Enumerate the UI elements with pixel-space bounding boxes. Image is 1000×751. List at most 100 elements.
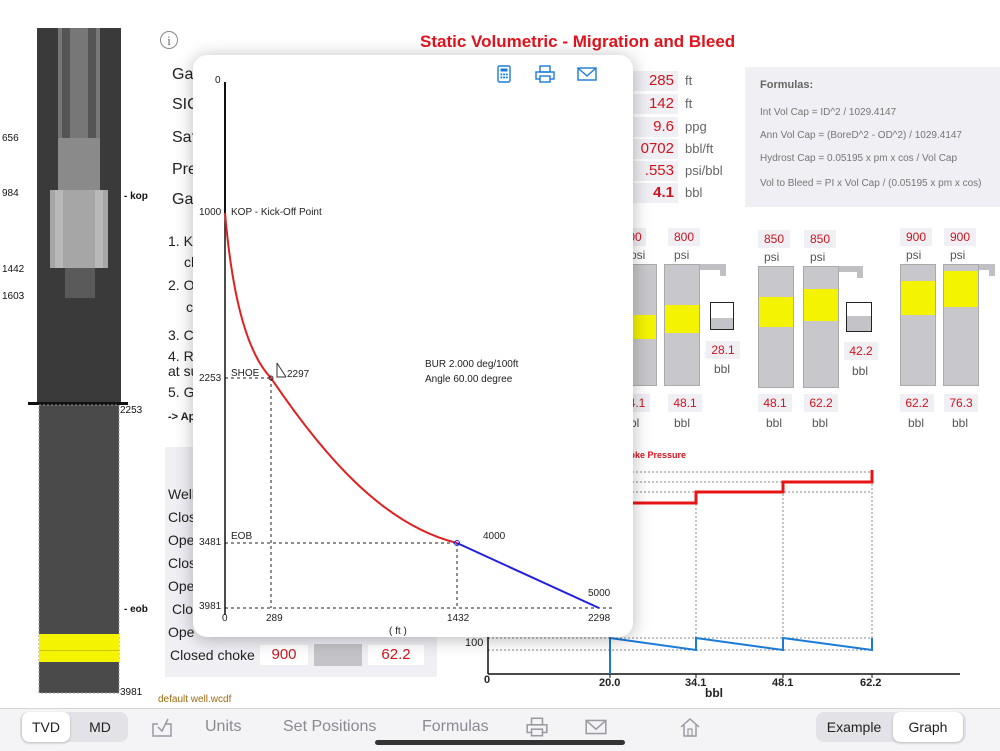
bleed-pipe (839, 266, 863, 278)
unit-label: bbl (685, 185, 703, 200)
step-text: 1. Ke (168, 233, 201, 249)
bleed-value: 28.1 (706, 341, 740, 359)
table-label: Ope (168, 624, 195, 640)
md-button[interactable]: MD (89, 719, 111, 735)
wellbore-diagram: 656 984 1442 1603 2253 3981 - kop - eob (0, 0, 160, 710)
psi-unit: psi (674, 248, 690, 262)
value-field[interactable]: 9.6 (620, 117, 678, 137)
bbl-unit: bbl (766, 416, 783, 430)
gauge-tube (943, 264, 979, 386)
formula-line: Int Vol Cap = ID^2 / 1029.4147 (760, 107, 897, 118)
bottom-value: 76.3 (944, 394, 978, 412)
tvd-button[interactable]: TVD (22, 712, 70, 742)
print-icon[interactable] (534, 65, 556, 83)
psi-value: 850 (804, 230, 836, 248)
chart-x-label: 0 (484, 674, 491, 686)
form-label: Ga (172, 66, 194, 83)
bottom-value: 62.2 (804, 394, 838, 412)
bbl-unit: bbl (852, 364, 869, 378)
psi-unit: psi (630, 248, 646, 262)
eob-md-label: 4000 (483, 531, 506, 542)
depth-label: 3981 (120, 687, 143, 698)
td-md-label: 5000 (588, 588, 611, 599)
y-tick-label: 2253 (199, 373, 222, 384)
export-icon[interactable] (150, 716, 174, 738)
angle-annotation: Angle 60.00 degree (425, 374, 513, 385)
closed-choke-psi[interactable]: 900 (260, 645, 308, 665)
x-tick-label: 1432 (447, 613, 470, 624)
trajectory-popup: 0 1000 2253 3481 3981 0 289 1432 2298 ( … (193, 55, 633, 637)
step-text: c (186, 299, 193, 315)
formulas-panel: Formulas: Int Vol Cap = ID^2 / 1029.4147… (745, 67, 1000, 207)
formula-line: Ann Vol Cap = (BoreD^2 - OD^2) / 1029.41… (760, 130, 962, 141)
closed-choke-bbl[interactable]: 62.2 (368, 645, 424, 665)
example-button[interactable]: Example (826, 719, 882, 735)
step-text: 3. Cl (168, 327, 197, 343)
psi-unit: psi (764, 250, 780, 264)
form-label: Pre (172, 161, 197, 178)
tangent-section (456, 542, 600, 609)
psi-unit: psi (810, 250, 826, 264)
value-field[interactable]: 4.1 (620, 183, 678, 203)
wellbore-svg (28, 28, 128, 694)
mail-icon[interactable] (576, 65, 598, 83)
bbl-unit: bbl (714, 362, 731, 376)
table-label: Clos (168, 509, 197, 525)
casing-shoe (28, 402, 128, 405)
gauge-tube (803, 266, 839, 388)
pressure-sawtooth-line (609, 636, 873, 674)
bbl-unit: bbl (952, 416, 969, 430)
bleed-tank (710, 302, 734, 330)
bottom-value: 48.1 (668, 394, 702, 412)
y-tick-label: 3481 (199, 537, 222, 548)
value-field[interactable]: 285 (620, 71, 678, 91)
graph-button[interactable]: Graph (893, 712, 963, 742)
form-label: Saf (172, 129, 197, 146)
pressure-chart-title: hoke Pressure (624, 450, 687, 460)
bbl-unit: bbl (812, 416, 829, 430)
psi-unit: psi (950, 248, 966, 262)
psi-unit: psi (906, 248, 922, 262)
calculator-icon[interactable] (493, 65, 515, 83)
psi-value: 900 (944, 228, 976, 246)
value-field[interactable]: 0702 (620, 139, 678, 159)
chart-x-label: 48.1 (772, 677, 794, 689)
mail-icon[interactable] (584, 717, 608, 737)
bbl-unit: bbl (908, 416, 925, 430)
set-positions-button[interactable]: Set Positions (283, 718, 377, 735)
formulas-button[interactable]: Formulas (422, 718, 489, 735)
bleed-tank (846, 302, 872, 332)
y-tick-label: 1000 (199, 207, 222, 218)
chart-x-unit: bbl (705, 686, 723, 700)
unit-label: ft (685, 73, 693, 88)
units-button[interactable]: Units (205, 718, 242, 735)
unit-label: bbl/ft (685, 141, 714, 156)
depth-label: 1442 (2, 264, 25, 275)
home-icon[interactable] (678, 716, 702, 738)
value-field[interactable]: .553 (620, 161, 678, 181)
form-label: Ga (172, 191, 194, 208)
unit-label: psi/bbl (685, 163, 723, 178)
psi-value: 800 (668, 228, 700, 246)
depth-label: 2253 (120, 405, 143, 416)
table-label: Ope (168, 578, 195, 594)
table-label: Well (168, 486, 195, 502)
formula-line: Hydrost Cap = 0.05195 x pm x cos / Vol C… (760, 153, 958, 164)
y-tick-label: 3981 (199, 601, 222, 612)
chart-y-label: 100 (465, 637, 484, 649)
info-icon[interactable]: i (160, 31, 178, 49)
table-label: Ope (168, 532, 195, 548)
x-axis-unit: ( ft ) (389, 626, 407, 637)
depth-label: 656 (2, 133, 19, 144)
chart-x-label: 34.1 (685, 677, 707, 689)
bottom-value: 48.1 (758, 394, 792, 412)
kop-marker: - kop (124, 191, 148, 202)
trajectory-chart (224, 82, 613, 615)
print-icon[interactable] (525, 716, 549, 738)
gauge-tube (664, 264, 700, 386)
eob-annotation: EOB (231, 531, 253, 542)
value-field[interactable]: 142 (620, 94, 678, 114)
bleed-pipe (979, 264, 995, 276)
bleed-pipe (700, 264, 726, 276)
build-curve (224, 212, 458, 544)
